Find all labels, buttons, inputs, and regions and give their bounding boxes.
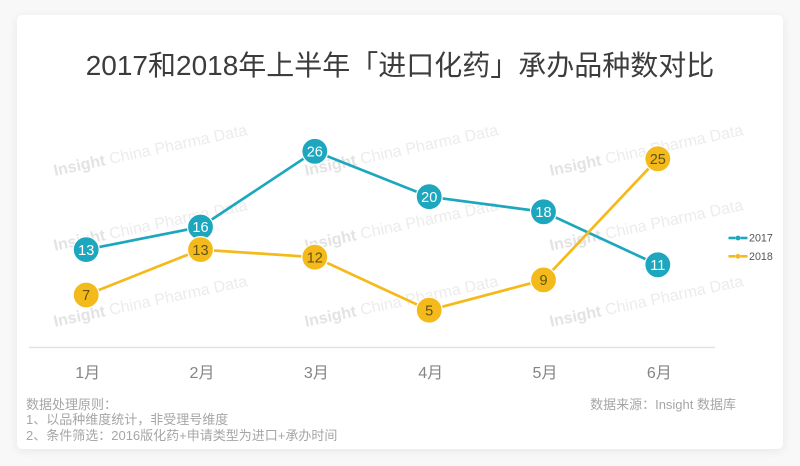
svg-text:5: 5 xyxy=(425,303,433,319)
svg-text:16: 16 xyxy=(192,220,208,236)
svg-text:18: 18 xyxy=(535,205,551,221)
svg-text:2018: 2018 xyxy=(749,251,773,263)
svg-text:13: 13 xyxy=(192,243,208,259)
svg-text:25: 25 xyxy=(650,152,666,168)
svg-text:11: 11 xyxy=(650,258,665,274)
svg-text:26: 26 xyxy=(307,145,323,161)
svg-text:12: 12 xyxy=(307,250,323,266)
svg-text:7: 7 xyxy=(82,288,90,304)
svg-text:13: 13 xyxy=(78,243,94,259)
svg-text:2017: 2017 xyxy=(749,233,773,245)
svg-text:9: 9 xyxy=(539,273,547,289)
svg-text:20: 20 xyxy=(421,190,437,206)
